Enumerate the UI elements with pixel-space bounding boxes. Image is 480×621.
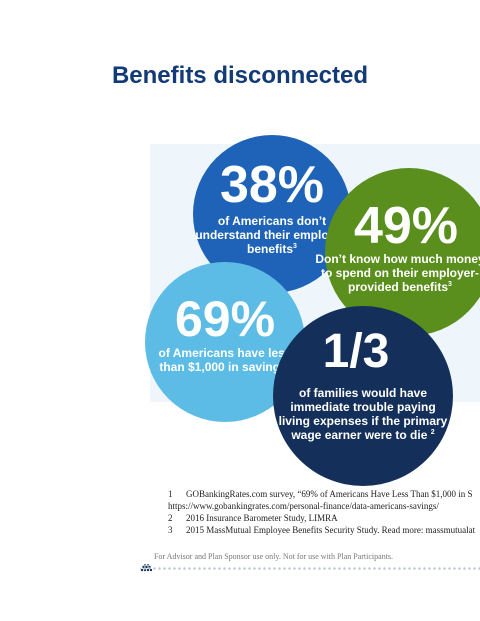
footnote-1-url: https://www.gobankingrates.com/personal-… [168,500,480,512]
stat-description: of Americans don’t understand their empl… [195,214,349,256]
source-link[interactable]: https://www.gobankingrates.com/personal-… [168,501,439,511]
footnote-3: 3 2015 MassMutual Employee Benefits Secu… [168,525,476,535]
footnote-ref: 3 [293,243,297,250]
footnote-text: 2015 MassMutual Employee Benefits Securi… [186,525,476,535]
stat-circle-49-percent: 49% Don’t know how much money to spend o… [315,168,480,336]
stat-value: 38% [219,156,325,214]
footnote-ref: 3 [448,281,452,288]
stat-description: of families would have immediate trouble… [278,386,448,442]
stat-value: 1/3 [322,325,390,378]
disclaimer: For Advisor and Plan Sponsor use only. N… [154,552,394,561]
stat-value: 69% [174,291,276,347]
page-title: Benefits disconnected [111,62,369,89]
stat-description: of Americans have less than $1,000 in sa… [158,346,292,374]
stat-circle-38-percent: 38% of Americans don’t understand their … [193,135,351,293]
stat-circle-one-third: 1/3 of families would have immediate tro… [273,306,453,486]
footnotes: 1 GOBankingRates.com survey, “69% of Ame… [168,488,480,536]
footnote-text: 2016 Insurance Barometer Study, LIMRA [186,513,338,523]
footnote-text: GOBankingRates.com survey, “69% of Ameri… [186,489,473,499]
dotted-divider [140,566,480,572]
footnote-2: 2 2016 Insurance Barometer Study, LIMRA [168,513,338,523]
footnote-1: 1 GOBankingRates.com survey, “69% of Ame… [168,489,473,499]
stat-value: 49% [353,197,459,255]
footnote-ref: 2 [430,429,435,436]
stat-description: Don’t know how much money to spend on th… [315,252,480,294]
